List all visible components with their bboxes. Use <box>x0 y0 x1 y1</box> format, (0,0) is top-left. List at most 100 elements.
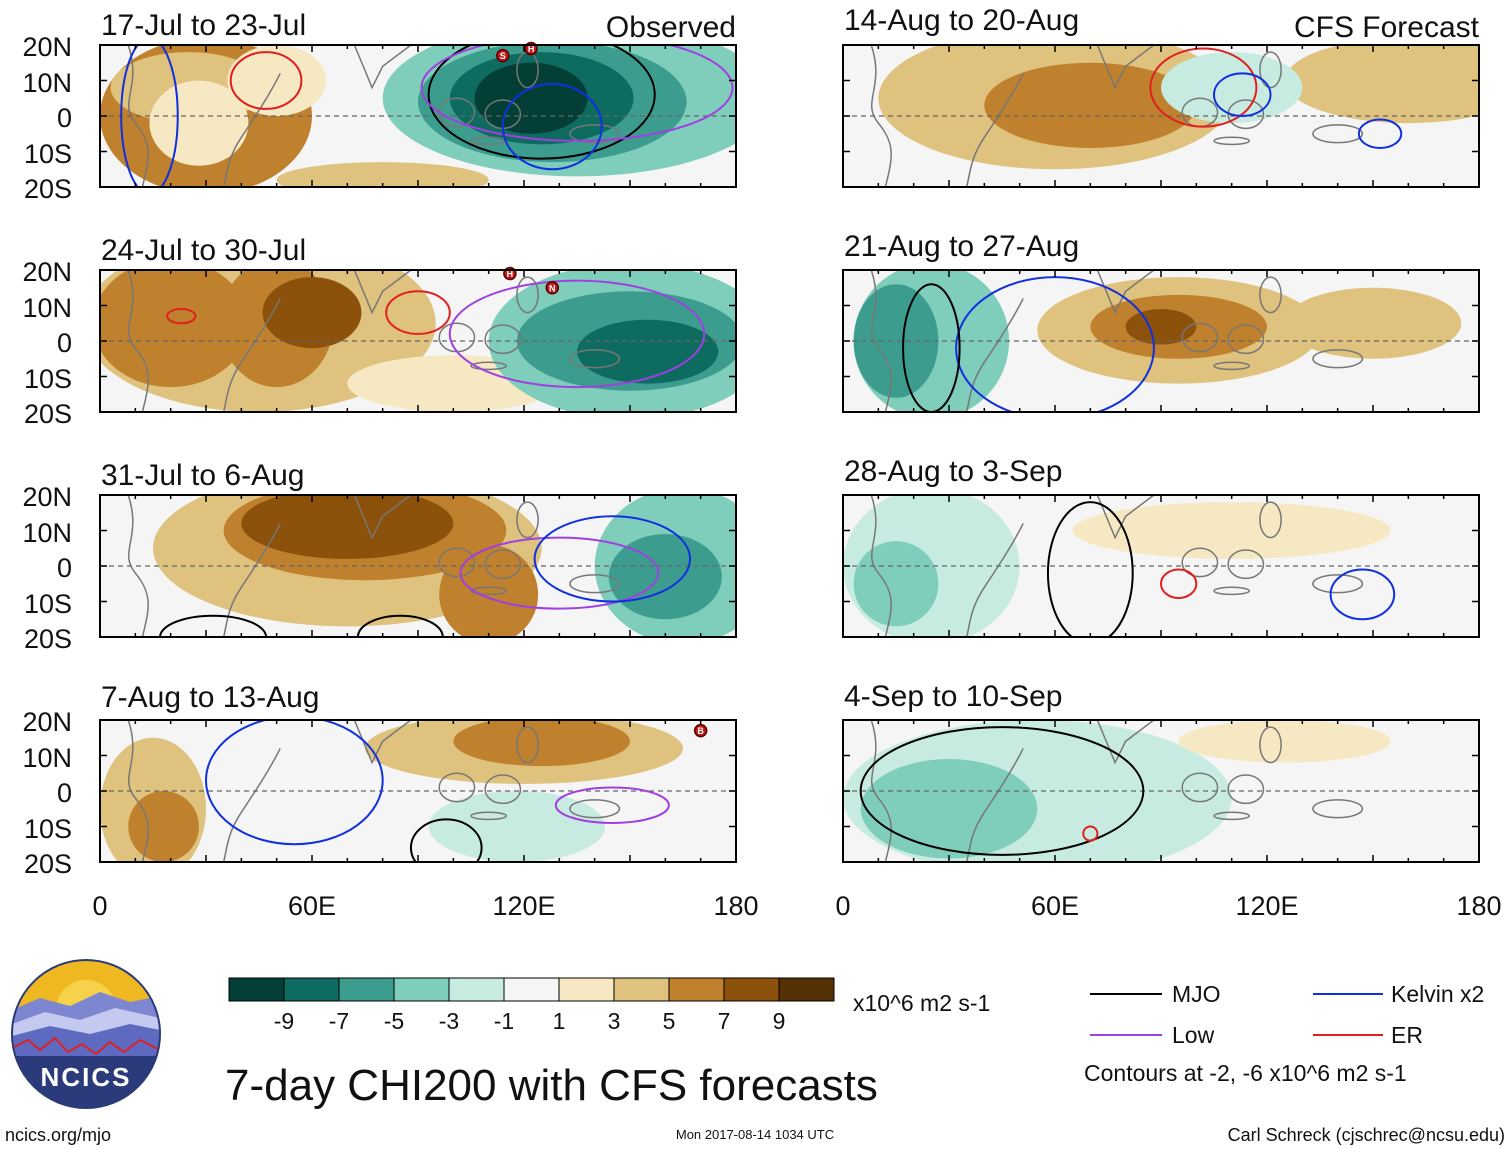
coastlines <box>127 270 621 412</box>
coastline-africa-east <box>965 298 1024 412</box>
x-tick-label: 0 <box>92 891 107 921</box>
coastline-india <box>1096 720 1155 765</box>
island-java <box>1213 361 1251 371</box>
panel-obs-4: B <box>99 719 737 863</box>
colorbar-swatch <box>228 977 285 1002</box>
coastline-africa-west <box>870 270 892 412</box>
anomaly-blob <box>439 544 539 637</box>
contour-er <box>1160 568 1198 599</box>
y-tick-label: 20S <box>24 174 72 204</box>
contour-low <box>420 45 734 142</box>
panel-obs-1: SH <box>99 41 737 188</box>
coastlines <box>870 270 1364 412</box>
colorbar-swatch <box>613 977 670 1002</box>
island-philippines <box>516 726 539 764</box>
contour-legend: MJO Kelvin x2 Low ER Contours at -2, -6 … <box>1084 981 1484 1086</box>
legend-label-er: ER <box>1391 1022 1423 1048</box>
coastline-africa-west <box>127 495 149 637</box>
panel-fcst-3 <box>842 494 1480 638</box>
x-axis-labels: 0 60E 120E 180 0 60E 120E 180 <box>92 891 1501 921</box>
y-tick-label: 10N <box>22 68 72 98</box>
x-tick-label: 180 <box>713 891 758 921</box>
contour-mjo <box>409 818 483 862</box>
contour-er <box>1149 47 1258 128</box>
contour-mjo <box>159 614 268 637</box>
y-tick-label: 0 <box>57 553 72 583</box>
panel-fcst-2 <box>842 269 1480 413</box>
y-tick-label: 10S <box>24 589 72 619</box>
x-tick-label: 120E <box>492 891 555 921</box>
anomaly-blob <box>853 541 939 627</box>
contour-mjo <box>427 45 656 160</box>
colorbar-swatch <box>723 977 780 1002</box>
island-borneo <box>1227 774 1265 805</box>
contour-low <box>554 786 670 824</box>
y-tick-label: 20S <box>24 399 72 429</box>
x-tick-label: 0 <box>835 891 850 921</box>
anomaly-blob <box>1284 45 1479 124</box>
x-tick-label: 60E <box>288 891 336 921</box>
anomaly-blob <box>428 791 606 862</box>
y-tick-label: 20N <box>22 482 72 512</box>
legend-label-mjo: MJO <box>1172 981 1221 1007</box>
colorbar-label: 9 <box>773 1008 786 1034</box>
island-java <box>1213 136 1251 146</box>
island-philippines <box>516 501 539 539</box>
island-new-guinea <box>1312 574 1364 594</box>
island-philippines <box>1259 276 1282 314</box>
island-new-guinea <box>569 349 621 369</box>
island-java <box>470 811 508 821</box>
storm-letter: S <box>500 51 506 61</box>
observed-label: Observed <box>606 11 736 44</box>
colorbar <box>228 977 835 1002</box>
panel-obs-3 <box>99 494 737 638</box>
coastline-india <box>353 45 412 90</box>
y-tick-label: 20N <box>22 257 72 287</box>
coastlines <box>870 495 1364 637</box>
colorbar-label: 7 <box>718 1008 731 1034</box>
island-java <box>1213 811 1251 821</box>
coastline-africa-east <box>965 748 1024 862</box>
island-philippines <box>516 276 539 314</box>
y-tick-label: 10S <box>24 814 72 844</box>
legend-label-low: Low <box>1172 1022 1215 1048</box>
panel-title-obs-1: 17-Jul to 23-Jul <box>101 9 306 42</box>
island-java <box>470 586 508 596</box>
island-java <box>1213 586 1251 596</box>
island-borneo <box>484 774 522 805</box>
anomaly-blob <box>453 720 630 767</box>
figure-title: 7-day CHI200 with CFS forecasts <box>225 1061 878 1110</box>
colorbar-label: -3 <box>439 1008 459 1034</box>
coastline-africa-west <box>870 495 892 637</box>
contour-mjo <box>859 726 1145 856</box>
contour-kelvin <box>501 83 603 171</box>
contour-kelvin <box>205 720 384 846</box>
colorbar-label: -9 <box>274 1008 294 1034</box>
island-new-guinea <box>569 574 621 594</box>
panel-title-obs-4: 7-Aug to 13-Aug <box>101 681 319 714</box>
footer-website: ncics.org/mjo <box>5 1125 111 1145</box>
panel-title-fcst-4: 4-Sep to 10-Sep <box>844 680 1062 713</box>
island-philippines <box>1259 726 1282 764</box>
island-borneo <box>484 324 522 355</box>
coastline-africa-west <box>127 45 149 187</box>
contour-kelvin <box>1329 568 1396 621</box>
x-tick-label: 120E <box>1235 891 1298 921</box>
colorbar-swatch <box>558 977 615 1002</box>
island-borneo <box>1227 324 1265 355</box>
storm-letter: N <box>549 283 556 293</box>
contour-kelvin <box>533 515 692 603</box>
coastlines <box>127 720 621 862</box>
y-tick-label: 10S <box>24 139 72 169</box>
forecast-label: CFS Forecast <box>1294 11 1480 44</box>
colorbar-swatch <box>778 977 835 1002</box>
anomaly-blob <box>241 495 454 559</box>
x-tick-label: 180 <box>1456 891 1501 921</box>
anomaly-blob <box>1284 287 1462 359</box>
legend-label-kelvin: Kelvin x2 <box>1391 981 1484 1007</box>
coastlines <box>127 495 621 637</box>
contour-kelvin <box>955 276 1155 412</box>
panel-title-obs-3: 31-Jul to 6-Aug <box>101 459 304 492</box>
y-tick-label: 0 <box>57 103 72 133</box>
contour-mjo <box>356 614 444 637</box>
